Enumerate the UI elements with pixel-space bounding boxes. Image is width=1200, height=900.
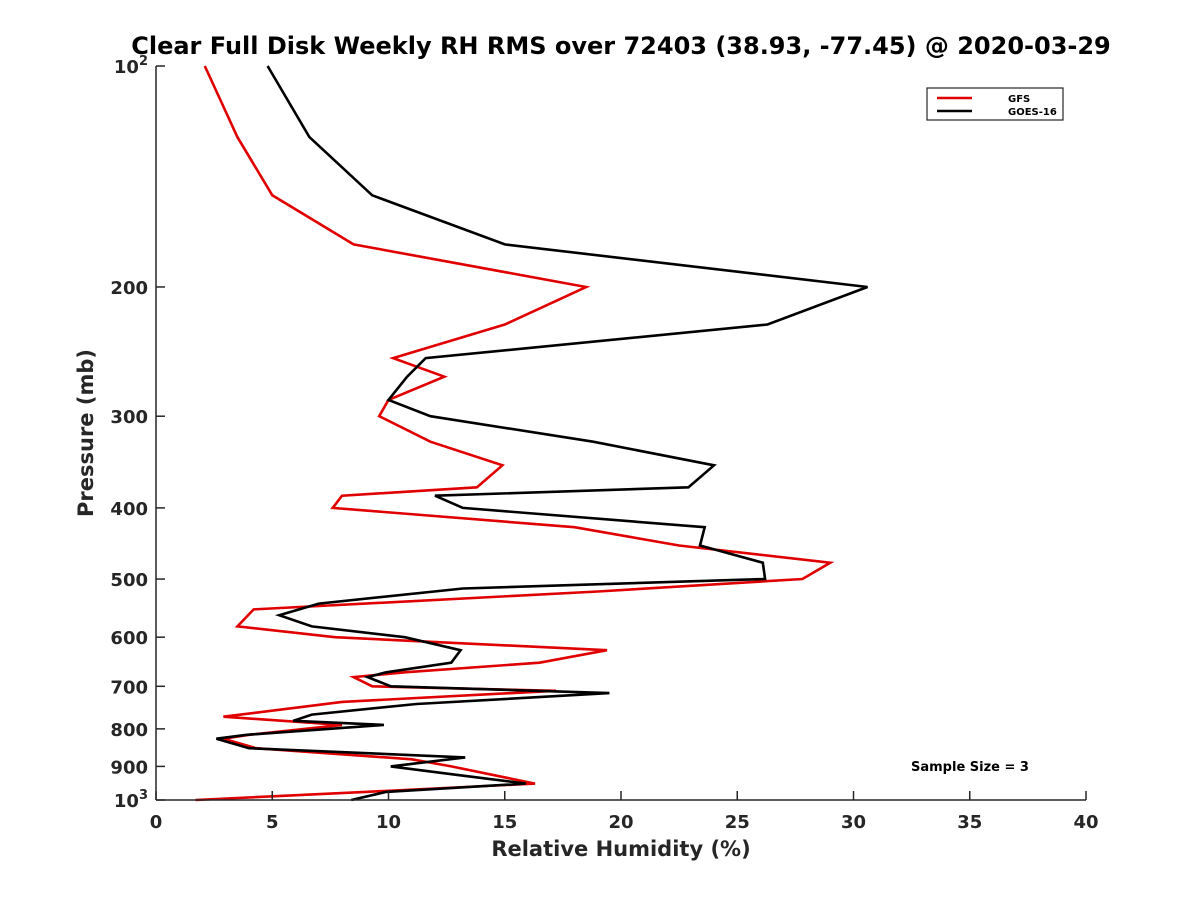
- y-axis-label: Pressure (mb): [74, 349, 98, 517]
- legend-label-gfs: GFS: [1008, 94, 1030, 105]
- y-tick-label: 103: [114, 788, 148, 812]
- y-tick-label: 102: [114, 54, 148, 78]
- x-tick-label: 25: [725, 812, 750, 833]
- y-ticks: 102 200 300 400 500 600 700 800 900 103: [110, 54, 165, 812]
- y-tick-label: 400: [110, 499, 148, 520]
- chart-title: Clear Full Disk Weekly RH RMS over 72403…: [131, 32, 1111, 60]
- plot-area: 0 5 10 15 20 25 30 35 40 102 200 300 400 500 600 700 80…: [110, 54, 1098, 833]
- legend-box: [926, 87, 1064, 121]
- x-axis-label: Relative Humidity (%): [491, 837, 750, 861]
- legend-label-goes-16: GOES-16: [1008, 107, 1057, 118]
- x-tick-label: 0: [150, 812, 163, 833]
- x-tick-label: 10: [376, 812, 401, 833]
- y-tick-label: 800: [110, 720, 148, 741]
- x-tick-label: 20: [608, 812, 633, 833]
- x-ticks: 0 5 10 15 20 25 30 35 40: [150, 791, 1099, 833]
- series-group: [195, 65, 868, 802]
- y-tick-label: 700: [110, 677, 148, 698]
- sample-size-annotation: Sample Size = 3: [911, 760, 1029, 775]
- series-line-goes-16: [216, 65, 868, 802]
- y-tick-label: 900: [110, 757, 148, 778]
- y-tick-label: 500: [110, 570, 148, 591]
- legend: GFS GOES-16: [926, 87, 1064, 121]
- y-tick-label: 600: [110, 628, 148, 649]
- plot-background: [156, 66, 1086, 800]
- y-tick-label: 300: [110, 407, 148, 428]
- y-tick-label: 200: [110, 278, 148, 299]
- x-tick-label: 5: [266, 812, 279, 833]
- x-tick-label: 40: [1073, 812, 1098, 833]
- x-tick-label: 15: [492, 812, 517, 833]
- x-tick-label: 30: [841, 812, 866, 833]
- x-tick-label: 35: [957, 812, 982, 833]
